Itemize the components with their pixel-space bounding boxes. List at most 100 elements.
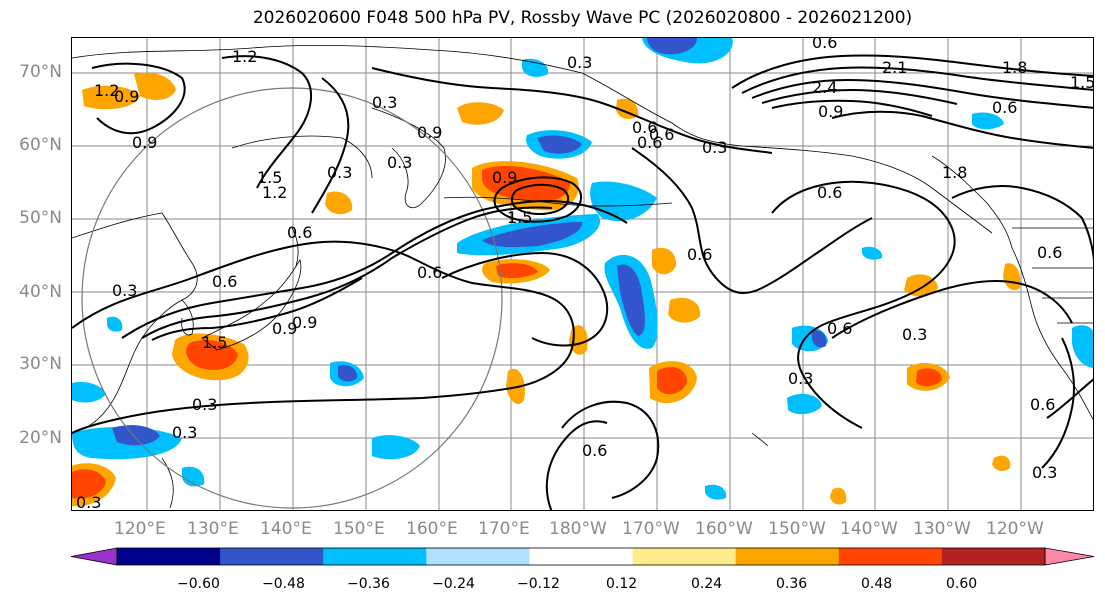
anomaly-negative-alaska xyxy=(972,112,1004,130)
lon-label-150w: 150°W xyxy=(768,519,826,539)
anomaly-negative-small-3 xyxy=(182,466,205,487)
contour-label: 0.6 xyxy=(582,441,607,460)
pv-contours xyxy=(72,54,1093,510)
anomaly-negative-bering-core xyxy=(537,135,582,154)
anomaly-positive-hawaii xyxy=(830,487,847,505)
map-panel: 1.2 1.2 1.2 0.9 0.9 1.5 0.3 0.3 0.3 0.3 … xyxy=(71,37,1094,511)
lon-label-120e: 120°E xyxy=(114,519,166,539)
contour-label: 0.6 xyxy=(632,118,657,137)
contour-label: 1.5 xyxy=(202,333,227,352)
anomaly-positive-okhotsk xyxy=(325,191,353,215)
anomaly-positive-siberia-2 xyxy=(134,72,176,100)
contour-0.3-north xyxy=(371,67,773,154)
anomaly-negative-east-trop xyxy=(787,393,822,415)
colorbar-segment xyxy=(117,548,221,565)
contour-label: 0.3 xyxy=(387,153,412,172)
contour-1.5-jet xyxy=(151,277,363,341)
colorbar-extend-min xyxy=(70,547,118,566)
colorbar-segment xyxy=(220,548,324,565)
colorbar-segment xyxy=(632,548,737,565)
lon-label-170w: 170°W xyxy=(622,519,680,539)
map-title: 2026020600 F048 500 hPa PV, Rossby Wave … xyxy=(252,8,913,28)
anomaly-positive-central-1-core xyxy=(657,367,687,395)
colorbar-tick-label: 0.12 xyxy=(606,576,638,592)
contour-kamchatka-ring1 xyxy=(493,176,582,223)
contour-kamchatka-ring2 xyxy=(510,183,570,215)
anomaly-negative-mid xyxy=(590,181,657,222)
contour-label: 0.9 xyxy=(132,133,157,152)
coast-kamchatka xyxy=(371,107,446,209)
lon-label-140e: 140°E xyxy=(260,519,312,539)
contour-label: 0.3 xyxy=(788,369,813,388)
contour-label: 1.5 xyxy=(507,208,532,227)
contour-label: 0.6 xyxy=(287,223,312,242)
contour-label: 0.6 xyxy=(417,263,442,282)
coast-alaska xyxy=(581,72,993,234)
contour-label: 0.6 xyxy=(637,133,662,152)
colorbar-tick-label: 0.24 xyxy=(691,576,723,592)
colorbar-segments xyxy=(70,547,1095,566)
contour-label: 1.2 xyxy=(262,183,287,202)
anomaly-strong-negative-kamchatka xyxy=(482,222,583,248)
contour-label: 0.6 xyxy=(812,38,837,52)
contour-label: 0.9 xyxy=(417,123,442,142)
lat-label-50n: 50°N xyxy=(19,208,62,228)
anomaly-negative-sib xyxy=(522,58,549,77)
region-circle xyxy=(81,87,503,509)
contour-label: 0.3 xyxy=(902,325,927,344)
lon-label-160w: 160°W xyxy=(695,519,753,539)
colorbar-outline xyxy=(116,547,1046,566)
contour-0.6-ne xyxy=(631,147,873,294)
lon-label-170e: 170°E xyxy=(478,519,530,539)
contour-arctic-4 xyxy=(761,88,958,105)
lon-label-120w: 120°W xyxy=(986,519,1044,539)
contour-label: 0.3 xyxy=(702,138,727,157)
anomaly-negative-japan-core xyxy=(112,425,160,446)
contour-0.3-main xyxy=(72,240,575,434)
contour-arctic-3 xyxy=(751,78,1093,109)
anomaly-negative-mid-trop xyxy=(372,435,420,460)
anomaly-positive-east xyxy=(1003,263,1021,291)
contour-0.6-east-south xyxy=(1041,337,1075,469)
contour-0.6-central xyxy=(441,251,609,347)
contour-0.3-east-2 xyxy=(831,280,1073,339)
anomaly-negative-small-2 xyxy=(862,246,883,260)
lon-label-160e: 160°E xyxy=(406,519,458,539)
contour-0.9-arctic-b xyxy=(831,110,1093,149)
colorbar-segment xyxy=(426,548,530,565)
contour-0.6-south xyxy=(561,400,660,499)
lat-label-40n: 40°N xyxy=(19,282,62,302)
contour-label: 0.3 xyxy=(172,423,197,442)
contour-label: 0.6 xyxy=(827,319,852,338)
coast-phil xyxy=(161,457,174,509)
coast-us-states xyxy=(1032,267,1093,324)
contour-label: 1.5 xyxy=(257,168,282,187)
colorbar-tick-label: −0.60 xyxy=(177,576,220,592)
anomaly-positive-siberia xyxy=(82,85,140,110)
anomaly-positive-west-core xyxy=(496,263,538,279)
contour-label: 0.9 xyxy=(114,87,139,106)
contour-labels: 1.2 1.2 1.2 0.9 0.9 1.5 0.3 0.3 0.3 0.3 … xyxy=(76,38,1093,511)
colorbar-segment xyxy=(941,548,1046,565)
contour-label: 0.3 xyxy=(372,93,397,112)
lon-label-180w: 180°W xyxy=(549,519,607,539)
contour-label: 0.3 xyxy=(76,493,101,511)
contour-label: 0.3 xyxy=(567,53,592,72)
lon-label-130w: 130°W xyxy=(913,519,971,539)
anomaly-negative-hawaii-core xyxy=(812,330,827,348)
pv-anomaly-shading xyxy=(72,38,1093,507)
contour-0.3-south xyxy=(545,420,608,510)
coastlines xyxy=(72,44,1093,509)
colorbar-segment xyxy=(838,548,943,565)
colorbar-tick-label: 0.36 xyxy=(776,576,808,592)
contour-label: 1.8 xyxy=(942,163,967,182)
colorbar-segment xyxy=(529,548,634,565)
lon-label-140w: 140°W xyxy=(840,519,898,539)
contour-label: 0.6 xyxy=(649,125,674,144)
contour-label: 0.3 xyxy=(1032,463,1057,482)
anomaly-positive-central-2 xyxy=(668,297,701,323)
colorbar-tick-label: 0.48 xyxy=(861,576,893,592)
anomaly-negative-small-1 xyxy=(705,484,727,500)
contour-label: 0.9 xyxy=(272,319,297,338)
contour-label: 0.3 xyxy=(112,281,137,300)
